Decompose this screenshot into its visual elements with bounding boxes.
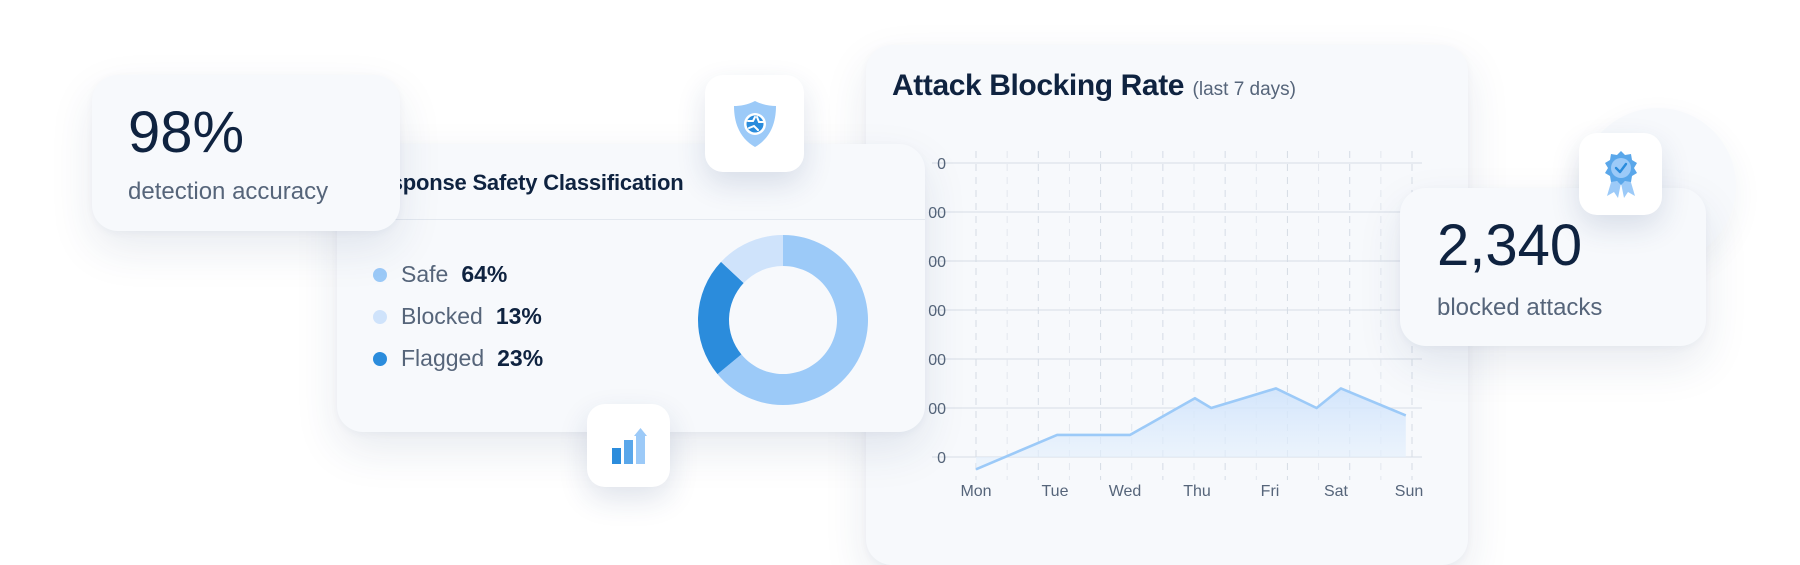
- divider: [337, 219, 925, 220]
- y-tick-label: 0: [937, 450, 946, 467]
- donut-slice-blocked: [721, 235, 783, 284]
- chart-title-main: Attack Blocking Rate: [892, 69, 1185, 102]
- chart-area-fill: [976, 388, 1406, 470]
- y-tick-label: 00: [928, 205, 946, 222]
- legend-dot-flagged: [373, 351, 387, 366]
- response-safety-classification-card: Response Safety Classification Safe 64% …: [337, 144, 925, 432]
- legend-value: 23%: [497, 345, 544, 371]
- legend-item-safe: Safe 64%: [373, 261, 507, 288]
- x-tick-label: Sat: [1324, 483, 1349, 500]
- donut-slice-flagged: [698, 261, 744, 375]
- legend-item-flagged: Flagged 23%: [373, 345, 543, 372]
- chart-series-line: [975, 387, 1407, 471]
- legend-dot-safe: [373, 267, 387, 282]
- shield-icon: [733, 100, 776, 147]
- legend-label: Blocked: [401, 303, 483, 329]
- x-tick-label: Fri: [1261, 483, 1280, 500]
- blocked-attacks-value: 2,340: [1437, 213, 1583, 278]
- y-tick-label: 00: [928, 303, 946, 320]
- accuracy-label: detection accuracy: [128, 178, 329, 205]
- badge-tile: [1579, 133, 1662, 215]
- legend-label: Flagged: [401, 345, 485, 371]
- badge-icon: [1604, 151, 1637, 198]
- bar-chart-tile: [587, 404, 670, 487]
- detection-accuracy-card: 98% detection accuracy: [92, 75, 400, 231]
- x-tick-label: Sun: [1395, 483, 1423, 500]
- x-tick-label: Wed: [1109, 483, 1142, 500]
- legend-value: 64%: [461, 261, 508, 287]
- safety-donut-chart: [698, 235, 868, 405]
- y-tick-label: 0: [937, 156, 946, 173]
- x-tick-label: Tue: [1042, 483, 1069, 500]
- y-tick-label: 00: [928, 254, 946, 271]
- legend-item-blocked: Blocked 13%: [373, 303, 542, 330]
- chart-x-axis: Mon Tue Wed Thu Fri Sat Sun: [960, 483, 1423, 500]
- x-tick-label: Mon: [960, 483, 991, 500]
- legend-dot-blocked: [373, 309, 387, 324]
- chart-title: Attack Blocking Rate (last 7 days): [892, 69, 1296, 103]
- shield-tile: [705, 75, 804, 172]
- donut-slice-safe: [717, 235, 868, 405]
- y-tick-label: 00: [928, 401, 946, 418]
- classification-title: Response Safety Classification: [363, 170, 684, 195]
- blocked-attacks-card: 2,340 blocked attacks: [1400, 188, 1706, 346]
- accuracy-value: 98%: [128, 100, 245, 165]
- attack-blocking-rate-card: Attack Blocking Rate (last 7 days) 0 00 00…: [866, 45, 1468, 565]
- chart-title-subtitle: (last 7 days): [1192, 79, 1297, 100]
- y-tick-label: 00: [928, 352, 946, 369]
- x-tick-label: Thu: [1183, 483, 1211, 500]
- legend-value: 13%: [495, 303, 542, 329]
- blocked-attacks-label: blocked attacks: [1437, 294, 1603, 321]
- legend-label: Safe: [401, 261, 449, 287]
- bar-chart-icon: [611, 427, 647, 464]
